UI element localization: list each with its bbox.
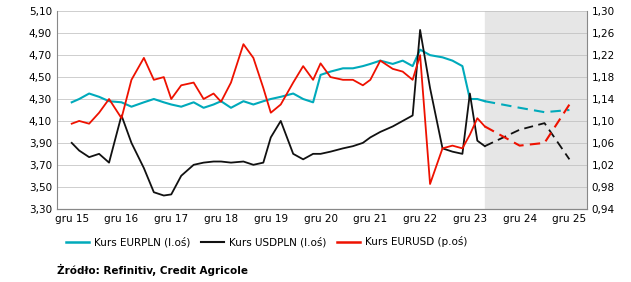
Bar [485,11,587,209]
Text: Żródło: Refinitiv, Credit Agricole: Żródło: Refinitiv, Credit Agricole [57,264,248,276]
Legend: Kurs EURPLN (l.oś), Kurs USDPLN (l.oś), Kurs EURUSD (p.oś): Kurs EURPLN (l.oś), Kurs USDPLN (l.oś), … [62,232,471,252]
